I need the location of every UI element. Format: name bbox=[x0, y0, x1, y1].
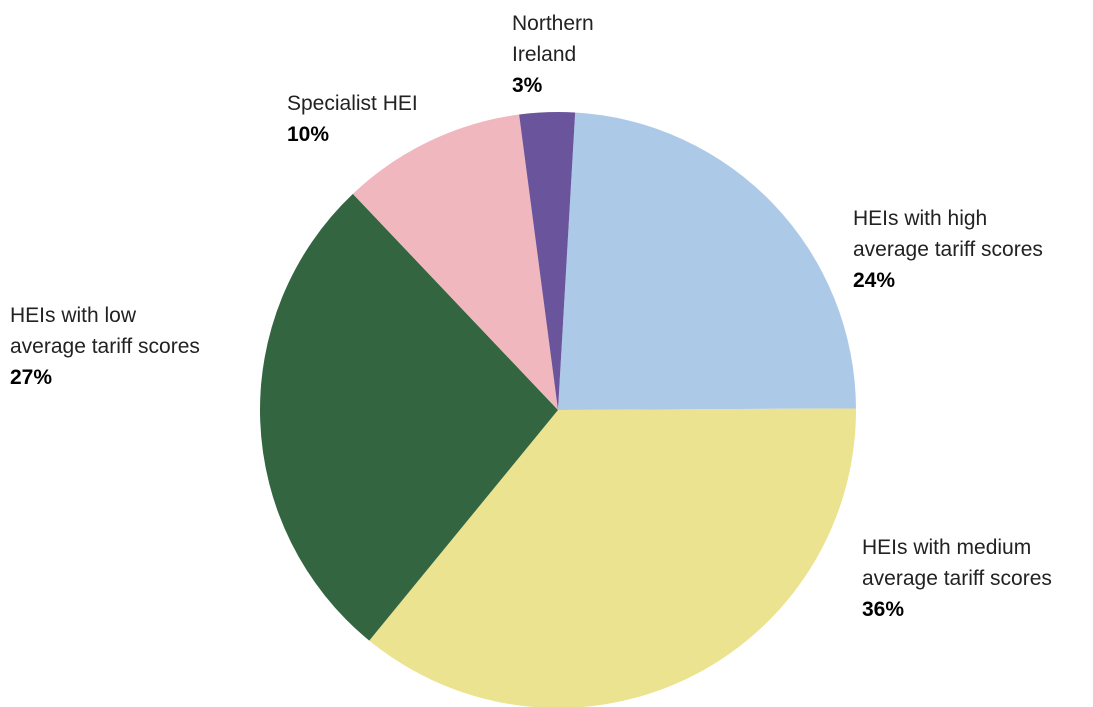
pie-slice bbox=[558, 112, 856, 410]
slice-label: Specialist HEI 10% bbox=[287, 88, 418, 150]
pie-slice bbox=[519, 112, 576, 411]
value-label: 27% bbox=[10, 366, 53, 389]
pie-slice bbox=[259, 193, 558, 641]
category-label: Northern Ireland bbox=[512, 12, 594, 66]
category-label: HEIs with high average tariff scores bbox=[853, 207, 1043, 261]
pie-slice bbox=[369, 408, 856, 707]
value-label: 3% bbox=[512, 74, 543, 97]
category-label: HEIs with medium average tariff scores bbox=[862, 536, 1052, 590]
slice-label: HEIs with high average tariff scores 24% bbox=[853, 203, 1043, 296]
value-label: 24% bbox=[853, 269, 896, 292]
category-label: HEIs with low average tariff scores bbox=[10, 304, 200, 358]
slice-label: Northern Ireland 3% bbox=[512, 8, 594, 101]
pie-slice bbox=[352, 114, 558, 410]
value-label: 10% bbox=[287, 123, 330, 146]
slice-label: HEIs with medium average tariff scores 36… bbox=[862, 532, 1052, 625]
slice-label: HEIs with low average tariff scores 27% bbox=[10, 300, 200, 393]
category-label: Specialist HEI bbox=[287, 92, 418, 115]
value-label: 36% bbox=[862, 598, 905, 621]
